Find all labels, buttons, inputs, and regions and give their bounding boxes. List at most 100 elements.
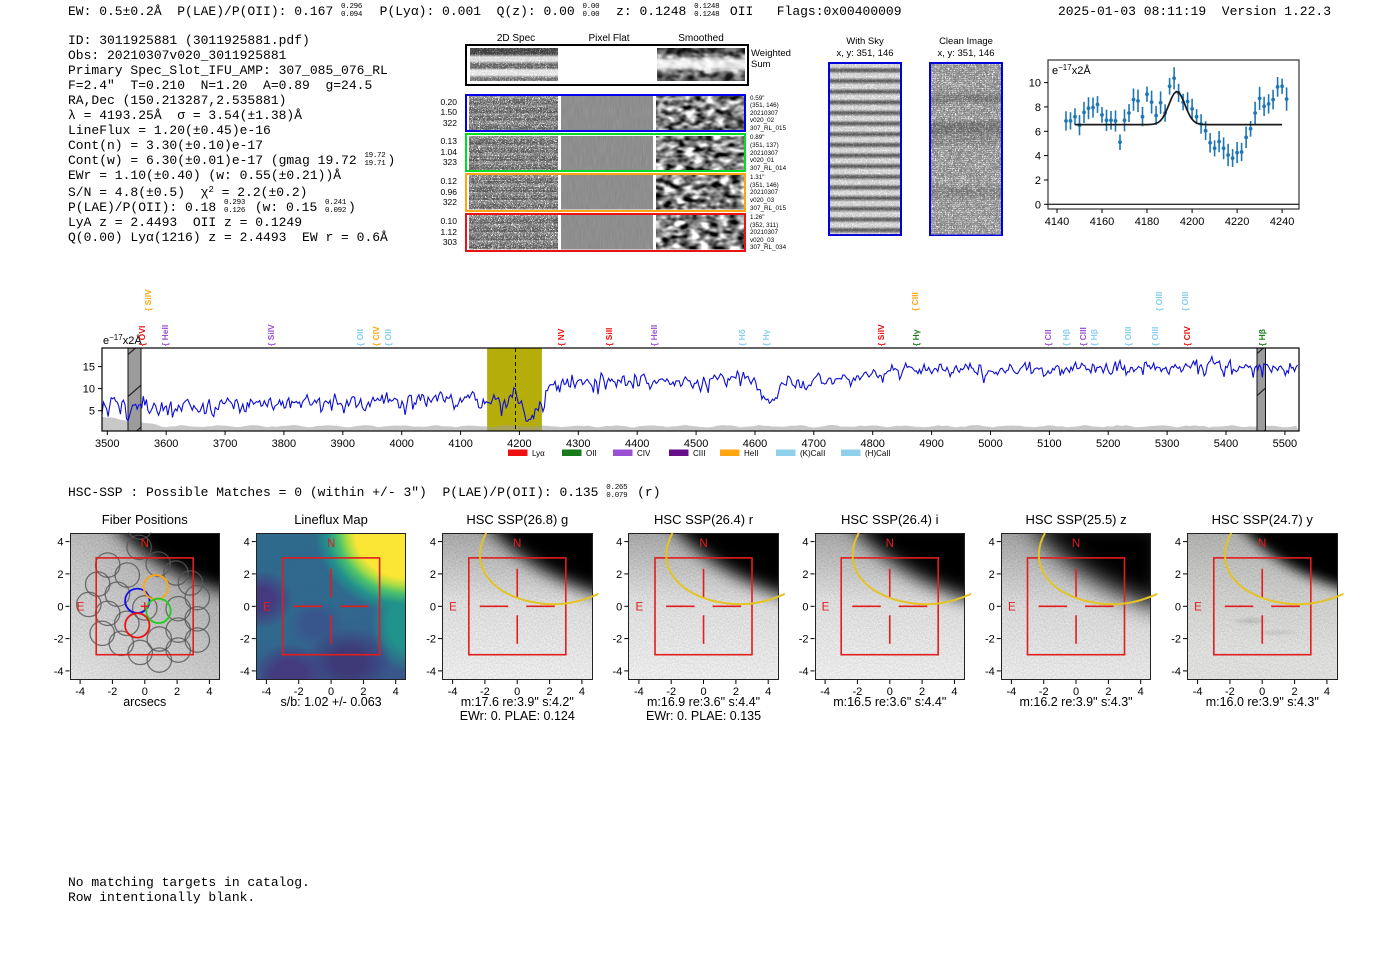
svg-text:0: 0 (989, 601, 995, 613)
svg-text:{ Hβ: { Hβ (1257, 329, 1267, 346)
svg-text:-4: -4 (426, 666, 436, 678)
svg-text:0: 0 (430, 601, 436, 613)
svg-text:{ HeII: { HeII (649, 325, 659, 346)
svg-text:{ CIII: { CIII (1078, 327, 1088, 346)
svg-text:-2: -2 (985, 634, 995, 646)
svg-text:10: 10 (83, 384, 95, 396)
svg-text:-4: -4 (799, 666, 809, 678)
svg-text:4900: 4900 (919, 438, 943, 450)
svg-text:4160: 4160 (1090, 216, 1114, 228)
svg-text:5300: 5300 (1155, 438, 1179, 450)
svg-text:5100: 5100 (1037, 438, 1061, 450)
svg-text:{ OIII: { OIII (1154, 292, 1164, 311)
svg-text:{ HeII: { HeII (160, 325, 170, 346)
svg-text:{ OIII: { OIII (1123, 327, 1133, 346)
svg-text:-2: -2 (426, 634, 436, 646)
svg-text:CIII: CIII (693, 449, 705, 458)
svg-text:4: 4 (616, 537, 622, 549)
svg-text:4240: 4240 (1270, 216, 1294, 228)
svg-text:-4: -4 (613, 666, 623, 678)
svg-text:0: 0 (1035, 199, 1041, 211)
svg-text:{ CIV: { CIV (1182, 326, 1192, 346)
svg-text:10: 10 (1029, 78, 1041, 90)
svg-text:CIV: CIV (637, 449, 651, 458)
svg-text:4100: 4100 (448, 438, 472, 450)
svg-text:4180: 4180 (1135, 216, 1159, 228)
svg-text:4220: 4220 (1225, 216, 1249, 228)
svg-text:-2: -2 (1171, 634, 1181, 646)
svg-text:{ SiIV: { SiIV (143, 289, 153, 311)
svg-text:2: 2 (430, 569, 436, 581)
svg-text:OII: OII (586, 449, 597, 458)
svg-text:{ OIII: { OIII (1150, 327, 1160, 346)
svg-text:4: 4 (1175, 537, 1181, 549)
svg-text:{ CIII: { CIII (910, 292, 920, 311)
svg-text:0: 0 (244, 601, 250, 613)
svg-text:4: 4 (244, 537, 250, 549)
svg-text:4400: 4400 (625, 438, 649, 450)
svg-text:6: 6 (1035, 126, 1041, 138)
svg-text:5500: 5500 (1273, 438, 1297, 450)
svg-text:HeII: HeII (744, 449, 759, 458)
svg-text:4200: 4200 (1180, 216, 1204, 228)
svg-text:{ CIV: { CIV (371, 326, 381, 346)
svg-text:2: 2 (616, 569, 622, 581)
svg-text:Lyα: Lyα (532, 449, 545, 458)
svg-text:{ Hδ: { Hδ (737, 329, 747, 346)
svg-text:4: 4 (802, 537, 808, 549)
svg-text:0: 0 (802, 601, 808, 613)
svg-text:4500: 4500 (684, 438, 708, 450)
svg-text:2: 2 (1175, 569, 1181, 581)
svg-text:-2: -2 (613, 634, 623, 646)
svg-text:2: 2 (1035, 175, 1041, 187)
svg-text:4700: 4700 (802, 438, 826, 450)
svg-text:-2: -2 (799, 634, 809, 646)
svg-text:(K)CaII: (K)CaII (800, 449, 825, 458)
svg-text:{ OII: { OII (383, 329, 393, 346)
svg-text:8: 8 (1035, 102, 1041, 114)
svg-text:{ Hγ: { Hγ (761, 329, 771, 346)
svg-text:4: 4 (989, 537, 995, 549)
svg-text:-4: -4 (1171, 666, 1181, 678)
svg-text:15: 15 (83, 362, 95, 374)
svg-text:5200: 5200 (1096, 438, 1120, 450)
svg-text:{ SiII: { SiII (604, 328, 614, 346)
svg-text:2: 2 (244, 569, 250, 581)
svg-text:-4: -4 (240, 666, 250, 678)
svg-text:{ Hβ: { Hβ (1061, 329, 1071, 346)
svg-text:{ Hγ: { Hγ (911, 329, 921, 346)
svg-text:4: 4 (57, 537, 63, 549)
svg-text:{ SiIV: { SiIV (876, 324, 886, 346)
svg-text:-4: -4 (985, 666, 995, 678)
svg-text:2: 2 (57, 569, 63, 581)
svg-text:3700: 3700 (213, 438, 237, 450)
svg-text:4800: 4800 (860, 438, 884, 450)
svg-text:4600: 4600 (743, 438, 767, 450)
svg-text:4: 4 (430, 537, 436, 549)
svg-text:5000: 5000 (978, 438, 1002, 450)
svg-text:2: 2 (802, 569, 808, 581)
svg-text:0: 0 (57, 601, 63, 613)
svg-text:(H)CaII: (H)CaII (865, 449, 891, 458)
svg-text:{ Hβ: { Hβ (1089, 329, 1099, 346)
svg-text:-2: -2 (54, 634, 64, 646)
svg-text:2: 2 (989, 569, 995, 581)
svg-text:5400: 5400 (1214, 438, 1238, 450)
svg-text:-4: -4 (54, 666, 64, 678)
svg-text:0: 0 (1175, 601, 1181, 613)
svg-text:-2: -2 (240, 634, 250, 646)
svg-text:5: 5 (89, 406, 95, 418)
svg-text:3500: 3500 (95, 438, 119, 450)
svg-text:0: 0 (616, 601, 622, 613)
svg-text:{ OII: { OII (355, 329, 365, 346)
svg-text:4: 4 (1035, 151, 1041, 163)
svg-text:{ CII: { CII (1043, 329, 1053, 346)
svg-text:{ NV: { NV (556, 328, 566, 346)
svg-text:4000: 4000 (389, 438, 413, 450)
svg-text:3800: 3800 (272, 438, 296, 450)
svg-text:3900: 3900 (331, 438, 355, 450)
svg-text:{ SiIV: { SiIV (266, 324, 276, 346)
svg-text:4200: 4200 (507, 438, 531, 450)
svg-text:{ OVI: { OVI (137, 326, 147, 346)
svg-text:4300: 4300 (566, 438, 590, 450)
